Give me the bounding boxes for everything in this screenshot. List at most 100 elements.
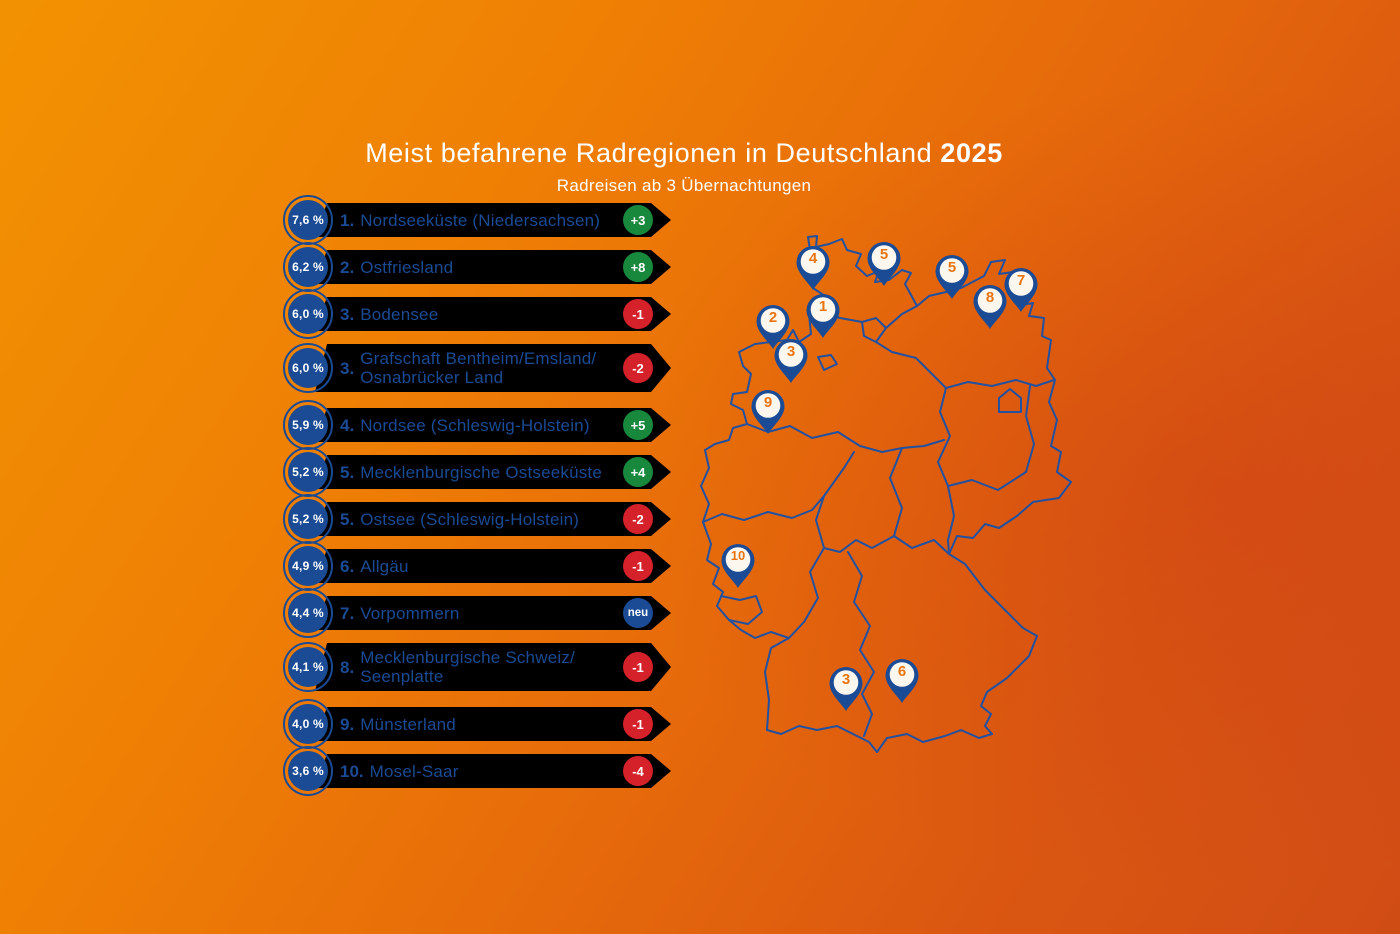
banner-arrow bbox=[315, 455, 671, 489]
map-pin-5: 5 bbox=[866, 241, 902, 287]
rank-number: 6. bbox=[340, 556, 355, 576]
ranking-row: 4,9 % 6. Allgäu -1 bbox=[283, 541, 673, 591]
region-name: Vorpommern bbox=[360, 603, 460, 623]
region-name: Nordseeküste (Niedersachsen) bbox=[360, 210, 601, 230]
region-name: Ostsee (Schleswig-Holstein) bbox=[360, 509, 580, 529]
pin-shape bbox=[774, 339, 808, 383]
percent-circle: 6,2 % bbox=[288, 247, 328, 287]
percent-circle: 5,9 % bbox=[288, 405, 328, 445]
map-pin-10: 10 bbox=[720, 543, 756, 589]
page-title-text: Meist befahrene Radregionen in Deutschla… bbox=[365, 138, 941, 168]
percent-circle: 6,0 % bbox=[288, 294, 328, 334]
pin-number: 2 bbox=[768, 309, 778, 326]
rank-number: 5. bbox=[340, 509, 355, 529]
pin-shape bbox=[829, 667, 863, 711]
map-pin-8: 8 bbox=[972, 284, 1008, 330]
rank-number: 8. bbox=[340, 657, 355, 677]
ranking-row: 5,9 % 4. Nordsee (Schleswig-Holstein) +5 bbox=[283, 400, 673, 450]
rank-number: 3. bbox=[340, 304, 355, 324]
map-pin-3: 3 bbox=[828, 666, 864, 712]
pin-shape bbox=[935, 255, 969, 299]
banner-arrow bbox=[315, 344, 671, 392]
region-name: Ostfriesland bbox=[360, 257, 454, 277]
pin-number: 9 bbox=[763, 394, 773, 411]
pin-shape bbox=[806, 294, 840, 338]
change-badge: +3 bbox=[623, 205, 653, 235]
map-pin-9: 9 bbox=[750, 389, 786, 435]
pin-shape bbox=[751, 390, 785, 434]
header: Meist befahrene Radregionen in Deutschla… bbox=[0, 138, 1368, 196]
change-badge: -2 bbox=[623, 353, 653, 383]
map-pin-3: 3 bbox=[773, 338, 809, 384]
banner-arrow bbox=[315, 643, 671, 691]
pin-number: 1 bbox=[818, 298, 828, 315]
pin-shape bbox=[756, 305, 790, 349]
rank-number: 2. bbox=[340, 257, 355, 277]
banner-arrow bbox=[315, 502, 671, 536]
banner-arrow bbox=[315, 549, 671, 583]
percent-circle: 6,0 % bbox=[288, 348, 328, 388]
change-badge: -1 bbox=[623, 652, 653, 682]
pin-number: 7 bbox=[1016, 272, 1026, 289]
region-name: Bodensee bbox=[360, 304, 439, 324]
map-pin-1: 1 bbox=[805, 293, 841, 339]
pin-number: 4 bbox=[808, 250, 818, 267]
page-title-year: 2025 bbox=[940, 138, 1003, 168]
pin-number: 5 bbox=[879, 246, 889, 263]
ranking-row: 7,6 % 1. Nordseeküste (Niedersachsen) +3 bbox=[283, 195, 673, 245]
banner-arrow bbox=[315, 297, 671, 331]
rank-number: 1. bbox=[340, 210, 355, 230]
region-name: Münsterland bbox=[360, 714, 456, 734]
change-badge: +5 bbox=[623, 410, 653, 440]
ranking-list: 7,6 % 1. Nordseeküste (Niedersachsen) +3 … bbox=[283, 195, 673, 800]
pin-shape bbox=[721, 544, 755, 588]
rank-number: 7. bbox=[340, 603, 355, 623]
banner-arrow bbox=[315, 250, 671, 284]
region-name: Mecklenburgische Schweiz/ Seenplatte bbox=[360, 648, 575, 686]
change-badge: neu bbox=[623, 598, 653, 628]
pin-shape bbox=[1004, 268, 1038, 312]
pin-shape bbox=[867, 242, 901, 286]
pin-number: 3 bbox=[841, 671, 851, 688]
rank-number: 3. bbox=[340, 358, 355, 378]
map-pin-4: 4 bbox=[795, 245, 831, 291]
change-badge: -2 bbox=[623, 504, 653, 534]
pin-number: 3 bbox=[786, 343, 796, 360]
berlin-shape bbox=[998, 388, 1022, 413]
rank-number: 10. bbox=[340, 761, 364, 781]
ranking-row: 4,0 % 9. Münsterland -1 bbox=[283, 699, 673, 749]
pin-number: 8 bbox=[985, 289, 995, 306]
pin-shape bbox=[885, 659, 919, 703]
map-pin-5: 5 bbox=[934, 254, 970, 300]
percent-circle: 5,2 % bbox=[288, 499, 328, 539]
pin-number: 6 bbox=[897, 663, 907, 680]
pin-shape bbox=[796, 246, 830, 290]
percent-circle: 3,6 % bbox=[288, 751, 328, 791]
change-badge: +4 bbox=[623, 457, 653, 487]
germany-map bbox=[700, 235, 1072, 753]
pin-number: 5 bbox=[947, 259, 957, 276]
state-borders bbox=[702, 305, 1055, 737]
rank-number: 4. bbox=[340, 415, 355, 435]
banner-arrow bbox=[315, 408, 671, 442]
map-pin-6: 6 bbox=[884, 658, 920, 704]
percent-circle: 5,2 % bbox=[288, 452, 328, 492]
pin-shape bbox=[973, 285, 1007, 329]
change-badge: -1 bbox=[623, 709, 653, 739]
banner-arrow bbox=[315, 203, 671, 237]
banner-arrow bbox=[315, 754, 671, 788]
region-name: Allgäu bbox=[360, 556, 409, 576]
ranking-row: 6,0 % 3. Bodensee -1 bbox=[283, 289, 673, 339]
page-title: Meist befahrene Radregionen in Deutschla… bbox=[0, 138, 1368, 169]
percent-circle: 7,6 % bbox=[288, 200, 328, 240]
percent-circle: 4,4 % bbox=[288, 593, 328, 633]
percent-circle: 4,1 % bbox=[288, 647, 328, 687]
ranking-row: 4,1 % 8. Mecklenburgische Schweiz/ Seenpl… bbox=[283, 642, 673, 692]
region-name: Nordsee (Schleswig-Holstein) bbox=[360, 415, 590, 435]
change-badge: -1 bbox=[623, 299, 653, 329]
ranking-row: 3,6 % 10. Mosel-Saar -4 bbox=[283, 746, 673, 796]
change-badge: -1 bbox=[623, 551, 653, 581]
bremen-shape bbox=[817, 354, 838, 371]
ranking-row: 6,2 % 2. Ostfriesland +8 bbox=[283, 242, 673, 292]
